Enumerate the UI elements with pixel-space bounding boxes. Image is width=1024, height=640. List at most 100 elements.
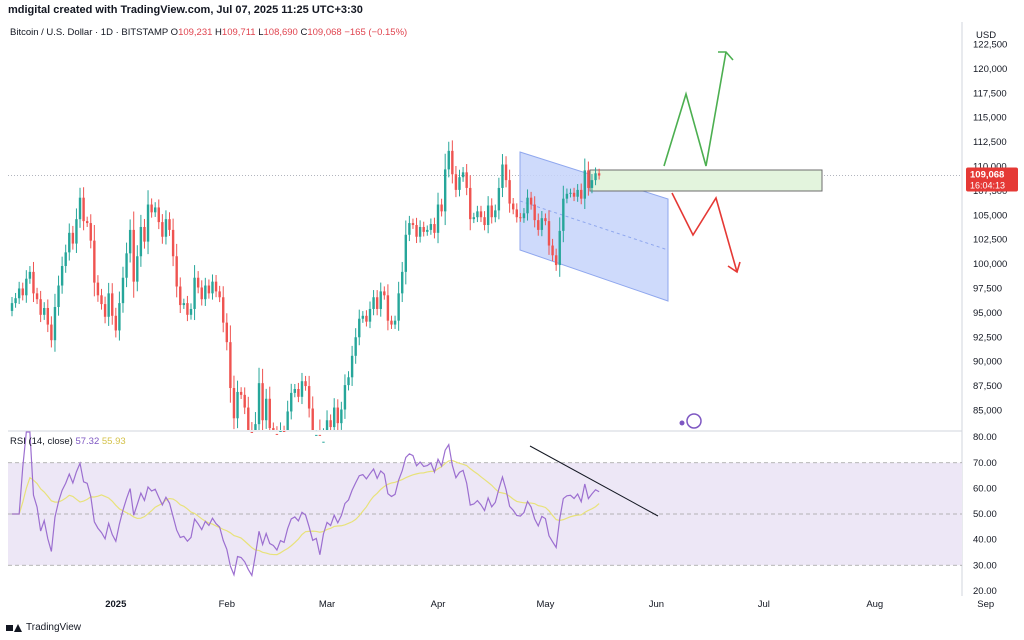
candle-body (418, 226, 422, 237)
candle-body (182, 303, 186, 306)
rsi-legend[interactable]: RSI (14, close) 57.32 55.93 (10, 436, 126, 447)
candle-body (128, 229, 132, 254)
candle-body (340, 409, 343, 424)
candle-body (111, 293, 114, 316)
last-price-value: 109,068 (970, 170, 1004, 181)
candle-body (469, 187, 472, 220)
candle-body (28, 271, 32, 279)
candle-body (562, 198, 565, 231)
price-tick-label: 95,000 (973, 308, 1002, 319)
price-tick-label: 115,000 (973, 113, 1007, 124)
low-label: L (258, 27, 264, 38)
candle-body (193, 277, 196, 309)
close-value: 109,068 (307, 27, 342, 38)
candle-body (479, 211, 483, 218)
candle-body (343, 385, 347, 410)
candle-body (426, 229, 429, 232)
tradingview-footer[interactable]: TradingView (6, 622, 81, 633)
candle-body (368, 308, 372, 322)
candle-body (408, 223, 411, 235)
candle-body (307, 386, 311, 409)
low-value: 108,690 (263, 27, 298, 38)
candle-body (132, 229, 135, 282)
resistance-zone (589, 169, 823, 192)
candle-body (315, 434, 318, 436)
candle-body (393, 320, 397, 325)
candle-body (275, 433, 279, 435)
close-label: C (300, 27, 308, 38)
candle-body (78, 197, 82, 220)
candle-body (207, 285, 211, 294)
candle-body (186, 303, 189, 315)
x-tick-label: Feb (219, 599, 235, 610)
candle-body (554, 255, 558, 266)
candle-body (401, 271, 404, 294)
candle-body (64, 252, 67, 267)
x-tick-label: Apr (431, 599, 446, 610)
rsi-tick-label: 20.00 (973, 586, 997, 597)
candle-body (150, 204, 153, 213)
candle-body (526, 197, 529, 214)
candle-body (529, 197, 533, 205)
event-dot-icon (679, 420, 685, 426)
candle-body (236, 391, 239, 419)
candle-body (96, 282, 100, 296)
candle-body (375, 297, 379, 309)
candle-body (164, 219, 168, 237)
candle-body (569, 192, 572, 194)
candlestick-series (10, 140, 601, 443)
candle-body (257, 383, 261, 425)
candle-body (89, 223, 92, 241)
candle-body (558, 230, 561, 266)
candle-body (565, 193, 569, 199)
candle-body (282, 430, 286, 432)
candle-body (451, 150, 454, 175)
candle-body (383, 291, 386, 296)
rsi-tick-label: 40.00 (973, 535, 997, 546)
candle-body (519, 217, 522, 219)
candle-body (114, 315, 118, 331)
candle-body (411, 223, 415, 226)
rsi-tick-label: 80.00 (973, 432, 997, 443)
candle-body (204, 285, 207, 300)
candle-body (293, 389, 297, 393)
price-tick-label: 117,500 (973, 88, 1007, 99)
candle-body (93, 240, 96, 283)
candle-body (196, 277, 200, 288)
symbol-legend[interactable]: Bitcoin / U.S. Dollar · 1D · BITSTAMP O1… (10, 27, 407, 38)
candle-body (583, 170, 586, 199)
candle-body (290, 392, 293, 412)
candle-body (580, 189, 583, 199)
candle-body (515, 209, 518, 218)
candle-body (325, 420, 329, 430)
candle-body (300, 381, 304, 397)
candle-body (264, 398, 268, 421)
candle-body (146, 204, 150, 242)
event-flag-icon (686, 413, 702, 429)
candle-body (247, 407, 250, 430)
candle-body (214, 281, 218, 292)
candle-body (157, 207, 160, 223)
candle-body (25, 278, 28, 296)
candle-body (32, 271, 35, 294)
candle-body (329, 420, 332, 428)
candle-body (118, 303, 121, 331)
candle-body (154, 207, 157, 213)
candle-body (200, 287, 203, 300)
candle-body (286, 411, 289, 430)
candle-body (472, 217, 476, 220)
candle-body (379, 291, 382, 309)
rsi-tick-label: 60.00 (973, 483, 997, 494)
x-tick-label: Jul (758, 599, 770, 610)
candle-body (243, 394, 246, 408)
candle-body (171, 229, 175, 257)
candle-body (594, 173, 597, 181)
candle-body (189, 308, 193, 315)
candle-body (311, 408, 314, 430)
rsi-line (12, 431, 600, 578)
candle-body (222, 297, 225, 323)
candle-body (501, 164, 504, 188)
candle-body (365, 315, 368, 322)
candle-body (239, 391, 243, 395)
